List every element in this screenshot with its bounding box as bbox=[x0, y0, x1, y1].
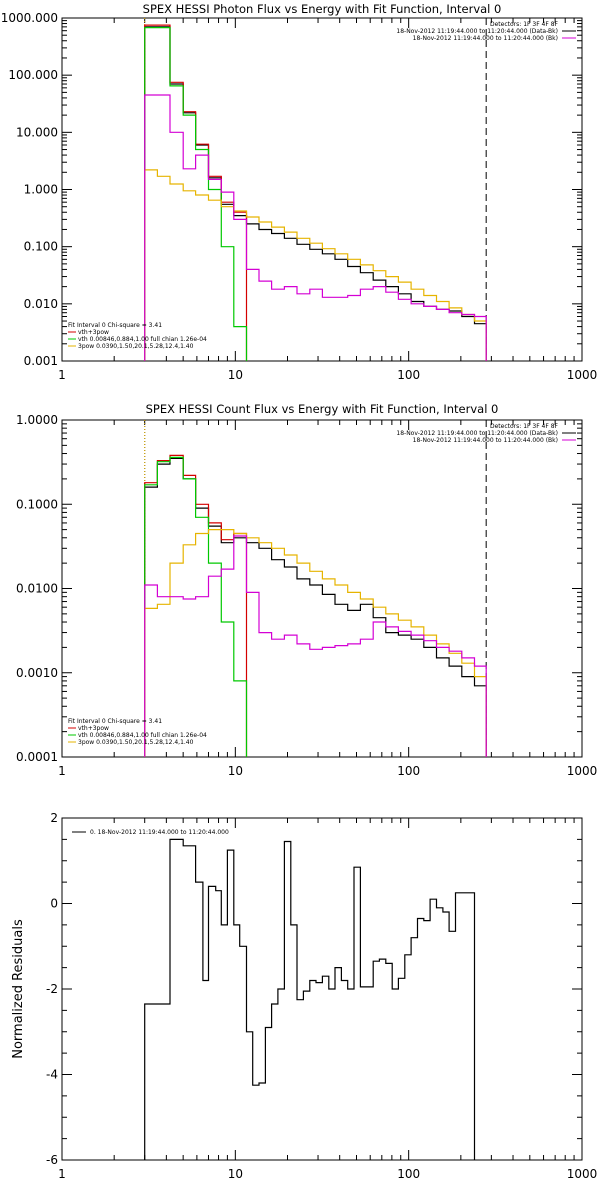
panel-photon: SPEX HESSI Photon Flux vs Energy with Fi… bbox=[1, 2, 598, 382]
x-tick-label: 100 bbox=[397, 1167, 420, 1181]
legend-bl-entry: Fit Interval 0 Chi-square = 3.41 bbox=[68, 322, 162, 329]
y-tick-label: 0.100 bbox=[24, 240, 58, 254]
series-bk bbox=[144, 94, 487, 361]
x-tick-label: 1 bbox=[58, 1167, 66, 1181]
x-tick-label: 1000 bbox=[567, 1167, 598, 1181]
y-tick-label: 0.0001 bbox=[16, 750, 58, 764]
y-tick-label: 0.1000 bbox=[16, 497, 58, 511]
legend-bl-entry: vth+3pow bbox=[78, 329, 109, 336]
series-3pow bbox=[144, 529, 487, 757]
legend-tr-entry: 18-Nov-2012 11:19:44.000 to 11:20:44.000… bbox=[413, 437, 558, 444]
legend-bl-entry: 3pow 0.0390,1.50,20.1,5.28,12.4,1.40 bbox=[78, 739, 194, 746]
legend-bl-entry: 3pow 0.0390,1.50,20.1,5.28,12.4,1.40 bbox=[78, 343, 194, 350]
y-tick-label: 0 bbox=[50, 897, 58, 911]
y-tick-label: -2 bbox=[46, 982, 58, 996]
series-data-bk bbox=[144, 457, 487, 757]
y-tick-label: -4 bbox=[46, 1068, 58, 1082]
y-tick-label: 1000.000 bbox=[1, 11, 58, 25]
legend-bl-entry: vth 0.00846,0.884,1.00 full chian 1.26e-… bbox=[78, 732, 207, 739]
legend-tr-entry: Detectors: 1F 3F 4F 8F bbox=[490, 423, 559, 430]
x-tick-label: 10 bbox=[228, 368, 243, 382]
y-tick-label: 10.000 bbox=[16, 125, 58, 139]
y-tick-label: 1.0000 bbox=[16, 413, 58, 427]
axes-frame bbox=[61, 17, 583, 362]
legend-bl-entry: vth+3pow bbox=[78, 725, 109, 732]
series-vth bbox=[144, 456, 248, 757]
x-tick-label: 10 bbox=[228, 1167, 243, 1181]
panel-residuals: 1 10 100 1000 -6 -4 -2 0 2 Normalized Residuals 0.… bbox=[11, 811, 597, 1181]
y-tick-label: 1.000 bbox=[24, 183, 58, 197]
x-tick-label: 10 bbox=[228, 764, 243, 778]
legend-bl-entry: Fit Interval 0 Chi-square = 3.41 bbox=[68, 718, 162, 725]
y-tick-label: 100.000 bbox=[8, 68, 58, 82]
y-tick-label: 0.0010 bbox=[16, 666, 58, 680]
y-tick-label: 0.010 bbox=[24, 297, 58, 311]
legend-tr-entry: 18-Nov-2012 11:19:44.000 to 11:20:44.000… bbox=[413, 35, 558, 42]
x-tick-label: 1 bbox=[58, 368, 66, 382]
x-tick-label: 1000 bbox=[567, 368, 598, 382]
y-tick-label: 0.001 bbox=[24, 354, 58, 368]
y-axis-label: Normalized Residuals bbox=[11, 919, 26, 1059]
x-tick-label: 100 bbox=[397, 368, 420, 382]
x-tick-label: 100 bbox=[397, 764, 420, 778]
legend-tr-entry: 18-Nov-2012 11:19:44.000 to 11:20:44.000… bbox=[396, 430, 558, 437]
panel-title: SPEX HESSI Count Flux vs Energy with Fit… bbox=[146, 402, 499, 416]
x-tick-label: 1000 bbox=[567, 764, 598, 778]
legend-bl-entry: vth 0.00846,0.884,1.00 full chian 1.26e-… bbox=[78, 336, 207, 343]
axes-frame bbox=[61, 817, 583, 1161]
series-bk bbox=[144, 535, 487, 757]
x-tick-label: 1 bbox=[58, 764, 66, 778]
series-residuals bbox=[144, 838, 476, 1160]
series-vth bbox=[144, 27, 248, 361]
legend-tl-entry: 0. 18-Nov-2012 11:19:44.000 to 11:20:44.… bbox=[90, 829, 229, 836]
y-tick-label: 0.0100 bbox=[16, 582, 58, 596]
legend-tr-entry: 18-Nov-2012 11:19:44.000 to 11:20:44.000… bbox=[396, 28, 558, 35]
series-3pow bbox=[144, 169, 487, 361]
panel-title: SPEX HESSI Photon Flux vs Energy with Fi… bbox=[143, 2, 502, 16]
panel-count: SPEX HESSI Count Flux vs Energy with Fit… bbox=[16, 402, 597, 778]
y-tick-label: 2 bbox=[50, 811, 58, 825]
y-tick-label: -6 bbox=[46, 1153, 58, 1167]
legend-tr-entry: Detectors: 1F 3F 4F 8F bbox=[490, 21, 559, 28]
